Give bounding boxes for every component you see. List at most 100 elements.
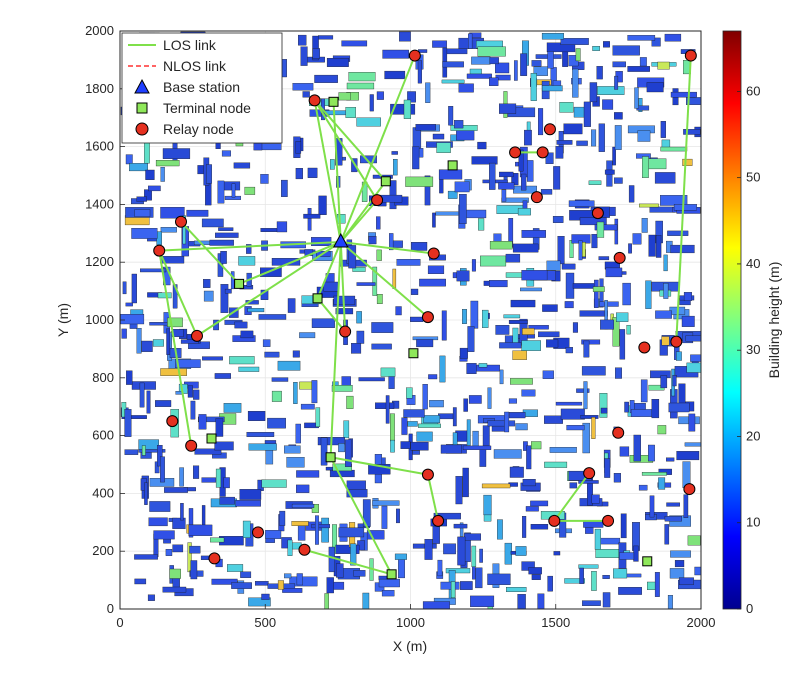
building	[230, 271, 235, 290]
building	[247, 411, 266, 421]
building	[271, 390, 282, 402]
terminal-node	[234, 278, 245, 289]
building	[311, 524, 330, 529]
building	[160, 456, 165, 483]
building	[452, 407, 457, 427]
relay-node	[185, 439, 198, 452]
building	[560, 38, 589, 45]
building	[267, 417, 286, 429]
building	[483, 494, 492, 516]
relay-node	[153, 244, 166, 257]
building	[279, 510, 286, 526]
building	[471, 56, 491, 65]
building	[462, 467, 469, 498]
building	[307, 167, 318, 178]
building	[124, 449, 139, 455]
building	[372, 266, 378, 296]
relay-node	[638, 341, 651, 354]
building	[470, 595, 495, 607]
legend-relay-swatch	[135, 122, 149, 136]
colorbar: 0 10 20 30 40 50 60 Building height (m)	[722, 30, 782, 616]
relay-node	[432, 514, 445, 527]
building	[437, 559, 443, 577]
building	[392, 268, 397, 289]
building	[438, 413, 454, 420]
building	[125, 302, 133, 307]
building	[368, 464, 391, 475]
relay-node	[548, 514, 561, 527]
building	[669, 568, 685, 579]
building	[521, 270, 548, 281]
building	[432, 212, 436, 228]
building	[302, 91, 310, 98]
building	[674, 560, 685, 568]
building	[681, 315, 695, 327]
building	[612, 146, 616, 166]
building	[540, 189, 553, 195]
building	[416, 339, 434, 348]
building	[452, 432, 458, 445]
building	[442, 61, 464, 68]
building	[673, 204, 697, 211]
legend-relay-label: Relay node	[163, 121, 234, 137]
building	[462, 309, 467, 324]
building	[428, 374, 438, 380]
building	[504, 411, 510, 433]
building	[602, 575, 610, 579]
building	[311, 504, 319, 513]
building	[260, 174, 269, 184]
building	[400, 441, 411, 449]
building	[141, 445, 146, 456]
building	[206, 164, 212, 184]
relay-node	[298, 543, 311, 556]
building	[544, 415, 563, 424]
building	[134, 554, 158, 560]
building	[411, 242, 428, 251]
building	[533, 66, 548, 76]
building	[407, 421, 418, 427]
building	[563, 123, 583, 135]
building	[460, 581, 473, 590]
building	[450, 581, 456, 598]
building	[276, 221, 288, 233]
building	[231, 582, 252, 589]
building	[422, 601, 450, 609]
building	[479, 448, 487, 467]
building	[300, 46, 308, 66]
building	[555, 401, 583, 406]
relay-node	[683, 483, 696, 496]
building	[468, 33, 473, 49]
building	[338, 527, 365, 538]
building	[156, 231, 162, 245]
y-axis-ticks: 0 200 400 600 800 1000 1200 1400 1600 1800 2000	[85, 23, 125, 616]
building	[160, 167, 165, 182]
building	[332, 463, 352, 472]
building	[455, 476, 463, 505]
building	[672, 375, 677, 387]
building	[454, 181, 470, 193]
building	[336, 214, 346, 224]
building	[626, 325, 631, 335]
building	[595, 549, 620, 558]
building	[456, 270, 470, 282]
building	[549, 447, 577, 453]
building	[545, 152, 554, 164]
building	[489, 241, 513, 250]
building	[218, 227, 234, 231]
relay-node	[339, 325, 352, 338]
building	[603, 41, 610, 48]
building	[172, 544, 184, 553]
building	[475, 567, 483, 589]
building	[578, 564, 599, 569]
building	[368, 236, 377, 245]
building	[501, 189, 507, 202]
building	[160, 207, 185, 219]
building	[418, 148, 424, 158]
building	[140, 268, 167, 273]
building	[661, 336, 670, 346]
building	[214, 441, 234, 451]
building	[314, 74, 338, 83]
building	[396, 259, 421, 266]
building	[670, 550, 691, 558]
building	[660, 121, 666, 138]
